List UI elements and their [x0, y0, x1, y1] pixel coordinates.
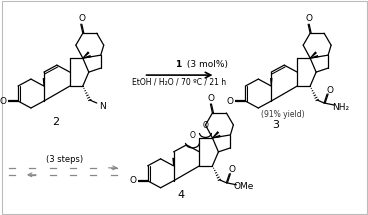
Text: O: O: [208, 94, 215, 103]
Text: O: O: [306, 14, 313, 23]
Text: (3 steps): (3 steps): [46, 155, 84, 164]
Text: EtOH / H₂O / 70 ºC / 21 h: EtOH / H₂O / 70 ºC / 21 h: [132, 78, 227, 87]
Text: O: O: [202, 121, 208, 131]
Text: O: O: [129, 176, 136, 185]
Text: O: O: [0, 97, 7, 106]
Polygon shape: [172, 158, 175, 166]
Text: OMe: OMe: [233, 182, 254, 191]
Text: N: N: [99, 101, 106, 111]
Polygon shape: [82, 51, 90, 58]
Polygon shape: [83, 55, 91, 59]
Text: (91% yield): (91% yield): [261, 111, 305, 120]
Text: O: O: [78, 14, 85, 23]
Text: 4: 4: [177, 190, 184, 200]
Text: (3 mol%): (3 mol%): [184, 60, 227, 69]
Polygon shape: [212, 131, 219, 138]
Polygon shape: [310, 55, 318, 59]
Polygon shape: [270, 78, 273, 86]
Text: 3: 3: [272, 120, 279, 130]
Text: NH₂: NH₂: [333, 103, 350, 112]
Text: O: O: [190, 131, 195, 140]
Text: 2: 2: [52, 117, 60, 127]
Polygon shape: [43, 78, 45, 86]
Text: O: O: [327, 86, 334, 95]
Polygon shape: [310, 51, 317, 58]
Text: O: O: [227, 97, 234, 106]
Polygon shape: [212, 135, 221, 138]
Text: 1: 1: [176, 60, 182, 69]
Text: O: O: [229, 165, 236, 174]
